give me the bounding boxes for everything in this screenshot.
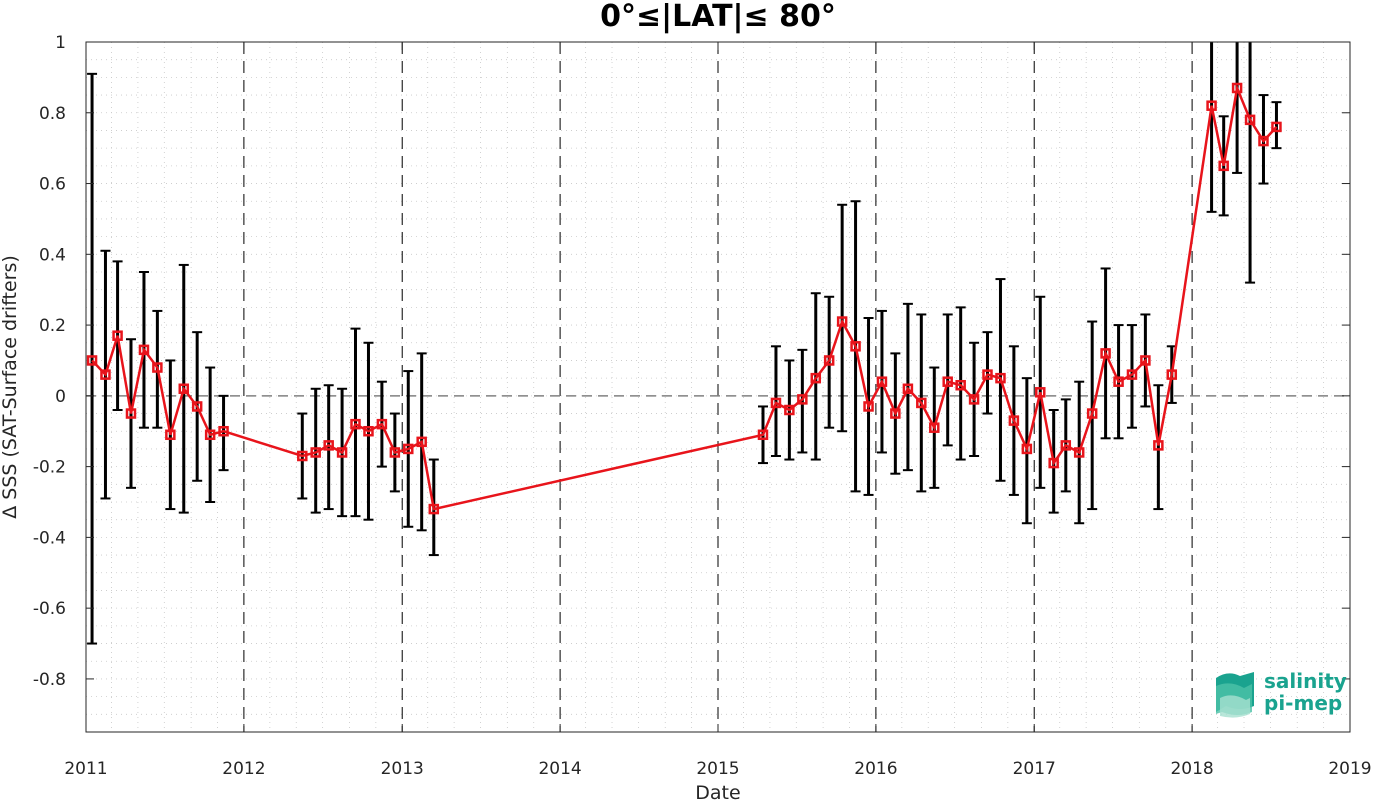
data-marker [428,503,440,515]
data-marker [810,372,822,384]
data-marker [1008,415,1020,426]
data-marker [100,369,111,380]
data-marker [968,394,980,405]
data-marker [1100,348,1111,359]
data-marker [1231,82,1243,94]
data-marker [836,316,848,327]
data-marker [323,440,334,451]
x-axis-label: Date [695,782,740,801]
data-marker [929,422,940,433]
data-marker [916,397,927,409]
data-marker [1021,443,1033,455]
data-marker [784,404,795,416]
data-marker [1073,447,1085,458]
data-marker [1126,369,1138,380]
data-marker [403,443,414,455]
data-marker [797,394,808,405]
data-marker [336,447,348,458]
data-marker [1218,160,1229,172]
logo-line-2: pi-mep [1264,691,1342,715]
data-marker [955,379,966,391]
x-tick-label: 2014 [538,759,581,779]
data-marker [138,344,150,356]
data-marker [770,397,782,409]
year-divider-lines [243,42,1193,732]
data-marker [876,376,888,387]
y-tick-label: 0.2 [39,316,66,336]
data-marker [1258,135,1269,147]
x-tick-label: 2019 [1328,759,1371,779]
data-marker [218,425,229,437]
data-markers [86,82,1282,515]
data-marker [152,362,163,373]
data-marker [1206,100,1217,111]
logo-line-1: salinity [1264,669,1347,693]
y-tick-label: -0.2 [33,458,66,478]
y-tick-label: -0.8 [33,670,66,690]
data-marker [982,369,993,380]
y-tick-label: -0.6 [33,599,66,619]
data-marker [310,447,321,458]
data-marker [297,450,308,462]
data-marker [416,436,427,448]
data-marker [995,372,1006,384]
salinity-pi-mep-logo: salinity pi-mep [1216,669,1347,718]
data-marker [1271,121,1282,133]
data-marker [1035,387,1046,398]
data-marker [389,447,401,458]
x-tick-label: 2013 [381,759,424,779]
y-axis: 1 0.8 0.6 0.4 0.2 0 -0.2 -0.4 -0.6 -0.8 [33,33,1350,690]
data-marker [1060,440,1072,451]
plot-area [85,41,1351,733]
data-marker [165,429,176,441]
data-marker [1140,355,1151,366]
data-marker [350,418,361,430]
x-tick-label: 2017 [1013,759,1056,779]
data-marker [1086,408,1098,419]
data-marker [86,355,98,366]
data-marker [125,408,137,419]
data-marker [112,330,123,341]
data-marker [178,383,190,395]
series-line [91,83,1278,511]
data-marker [850,341,861,352]
x-tick-label: 2016 [854,759,897,779]
data-marker [376,418,388,430]
data-marker [890,408,901,419]
y-tick-label: 0 [55,387,66,407]
data-marker [942,376,953,387]
x-axis: 2011 2012 2013 2014 2015 2016 2017 2018 2019 [64,42,1372,779]
data-marker [1166,369,1178,380]
y-tick-label: 0.6 [39,175,66,195]
logo-waves-icon [1216,672,1254,718]
data-marker [1048,457,1059,469]
x-tick-label: 2018 [1170,759,1213,779]
y-tick-label: -0.4 [33,528,66,548]
data-marker [1153,440,1164,451]
x-tick-label: 2011 [64,759,107,779]
y-tick-label: 0.8 [39,104,66,124]
y-tick-label: 1 [55,33,66,53]
data-marker [1113,376,1124,387]
chart-title: 0°≤|LAT|≤ 80° [600,0,836,34]
data-marker [191,401,203,412]
minor-grid [86,41,1350,732]
data-marker [902,383,914,395]
data-marker [204,429,216,441]
y-tick-label: 0.4 [39,245,66,265]
x-tick-label: 2015 [696,759,739,779]
data-marker [863,401,874,412]
data-marker [823,355,835,366]
x-tick-label: 2012 [222,759,265,779]
data-marker [757,429,769,441]
y-axis-label: Δ SSS (SAT-Surface drifters) [0,255,21,519]
data-marker [1244,114,1256,126]
data-marker [363,425,374,437]
